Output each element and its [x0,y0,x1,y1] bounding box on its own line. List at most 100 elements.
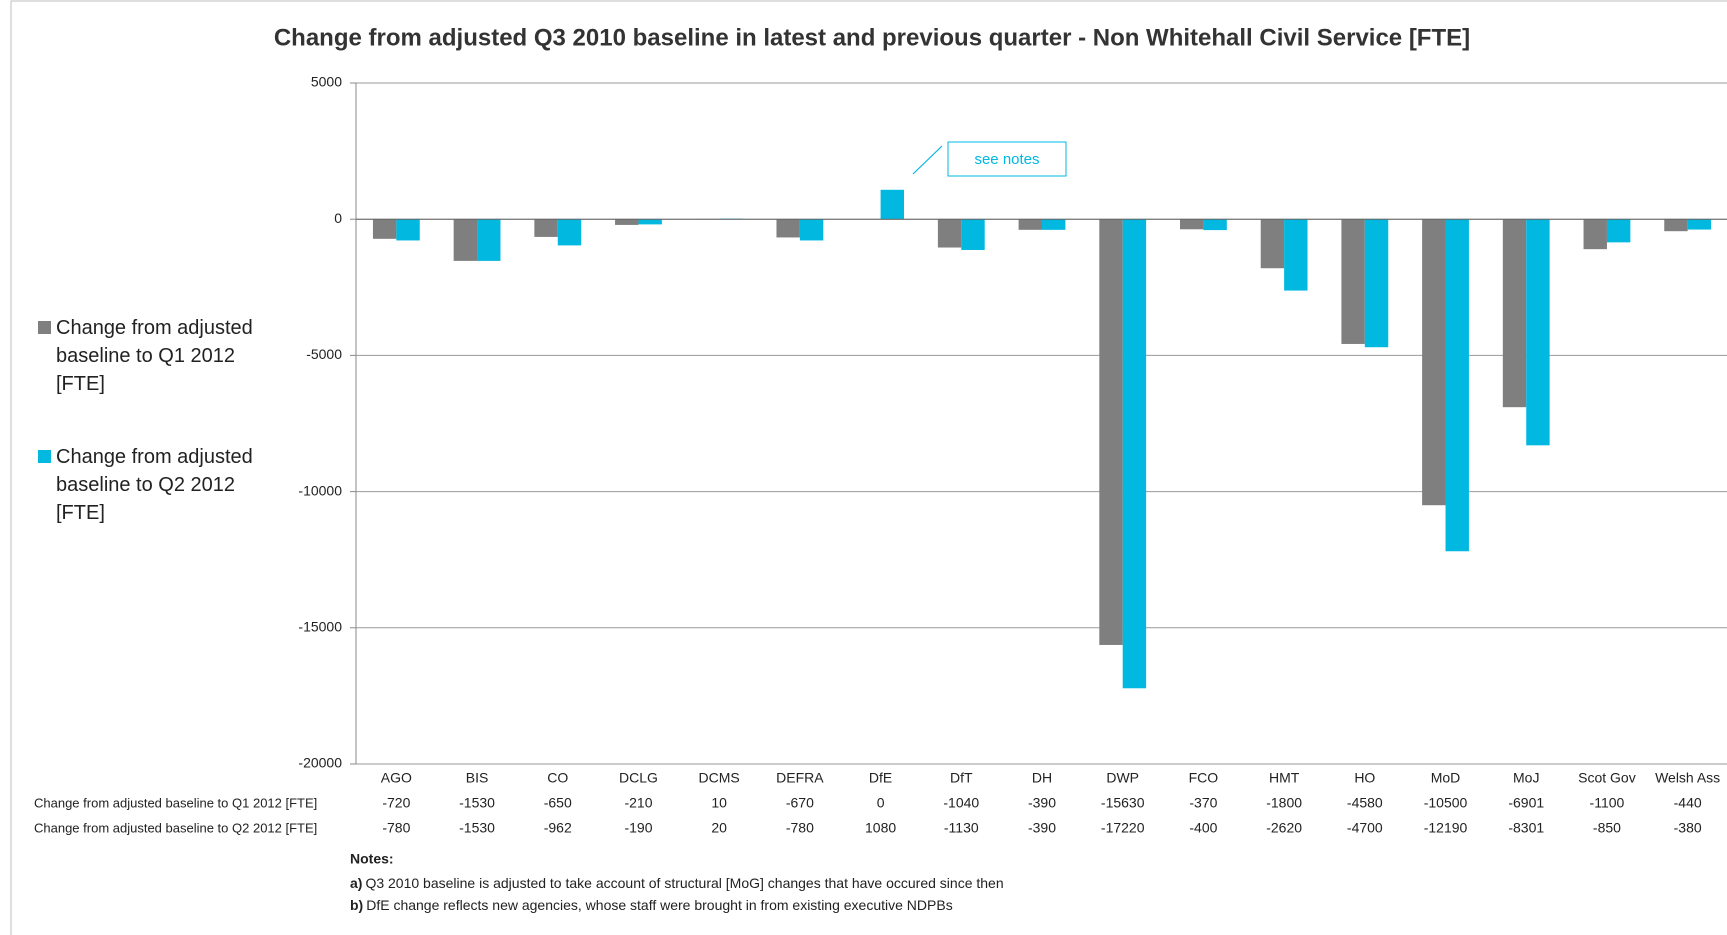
x-tick-label: DCLG [619,770,658,786]
note-marker: a) [350,875,362,891]
table-cell: -850 [1593,820,1621,836]
table-cell: -6901 [1508,795,1544,811]
bar [776,219,800,238]
table-cell: -1130 [944,820,979,836]
bar [799,219,824,241]
table-cell: -4700 [1347,820,1383,836]
bar [372,219,397,239]
chart-title: Change from adjusted Q3 2010 baseline in… [274,24,1470,51]
bar [1203,219,1227,231]
legend-swatch [38,321,51,334]
bar [557,219,582,246]
x-tick-label: FCO [1189,770,1219,786]
legend-label: Change from adjusted baseline to Q2 2012… [56,446,253,524]
table-cell: 0 [877,795,885,811]
table-row-label: Change from adjusted baseline to Q2 2012… [34,820,317,835]
y-tick-label: 5000 [311,74,342,90]
note-marker: b) [350,897,363,913]
table-cell: -8301 [1508,820,1544,836]
table-cell: -650 [544,795,572,811]
bar [615,219,639,225]
x-tick-label: DCMS [699,770,740,786]
table-cell: -370 [1189,795,1217,811]
x-tick-label: HMT [1269,770,1300,786]
table-cell: -720 [382,795,410,811]
table-cell: -380 [1674,820,1702,836]
table-cell: -962 [544,820,572,836]
bar [1606,219,1631,243]
table-cell: 1080 [865,820,896,836]
x-tick-label: AGO [381,770,412,786]
table-row-label: Change from adjusted baseline to Q1 2012… [34,795,317,810]
chart-frame [10,0,1727,935]
x-tick-label: BIS [466,770,489,786]
bar [1042,219,1066,230]
bar [961,219,985,250]
note-text: Q3 2010 baseline is adjusted to take acc… [365,875,1003,891]
x-tick-label: DfE [869,770,892,786]
annotation-leader [912,145,943,175]
table-cell: -390 [1028,820,1056,836]
y-tick-label: -10000 [298,482,342,498]
table-cell: -400 [1189,820,1217,836]
y-tick-label: -5000 [306,346,342,362]
legend-swatch [38,450,51,463]
table-cell: 10 [711,795,727,811]
y-tick-label: 0 [334,210,342,226]
x-tick-label: DEFRA [776,770,824,786]
bar [1422,219,1446,506]
bar [1341,219,1365,344]
bar [1526,219,1550,446]
y-tick-label: -15000 [298,619,342,635]
bar [1018,219,1042,230]
table-cell: -1530 [459,795,495,811]
x-tick-label: HO [1354,770,1375,786]
bar [1099,219,1123,645]
bar [638,219,662,225]
table-cell: -2620 [1266,820,1302,836]
table-cell: -10500 [1424,795,1468,811]
table-cell: -670 [786,795,814,811]
bar [1260,219,1285,269]
bar [1664,219,1688,232]
x-tick-label: Scot Gov [1578,770,1636,786]
table-cell: -1530 [459,820,495,836]
bar [1284,219,1308,291]
table-cell: -1040 [943,795,979,811]
bar [477,219,501,261]
table-cell: -780 [786,820,814,836]
table-cell: -780 [382,820,410,836]
bar [1180,219,1204,230]
x-tick-label: CO [547,770,568,786]
table-cell: -1100 [1590,795,1625,811]
bar [1687,219,1712,230]
bar [1583,219,1607,250]
table-cell: -4580 [1347,795,1383,811]
table-cell: -190 [624,820,652,836]
bar [1364,219,1389,348]
x-tick-label: MoD [1431,770,1461,786]
note: b) DfE change reflects new agencies, whos… [350,897,953,913]
bar [1445,219,1469,552]
table-cell: 20 [711,820,727,836]
bar [1502,219,1527,408]
bar [453,219,478,261]
x-tick-label: MoJ [1513,770,1539,786]
annotation-box [947,141,1067,177]
x-tick-label: DWP [1106,770,1139,786]
bar [1122,219,1147,689]
x-tick-label: DfT [950,770,973,786]
bar [534,219,558,237]
y-tick-label: -20000 [298,755,342,771]
note: a) Q3 2010 baseline is adjusted to take a… [350,875,1004,891]
bar [937,219,962,248]
x-tick-label: DH [1032,770,1052,786]
table-cell: -12190 [1424,820,1468,836]
note-text: DfE change reflects new agencies, whose … [366,897,952,913]
table-cell: -440 [1674,795,1702,811]
notes-title: Notes: [350,851,394,867]
table-cell: -390 [1028,795,1056,811]
x-tick-label: Welsh Ass [1655,770,1720,786]
